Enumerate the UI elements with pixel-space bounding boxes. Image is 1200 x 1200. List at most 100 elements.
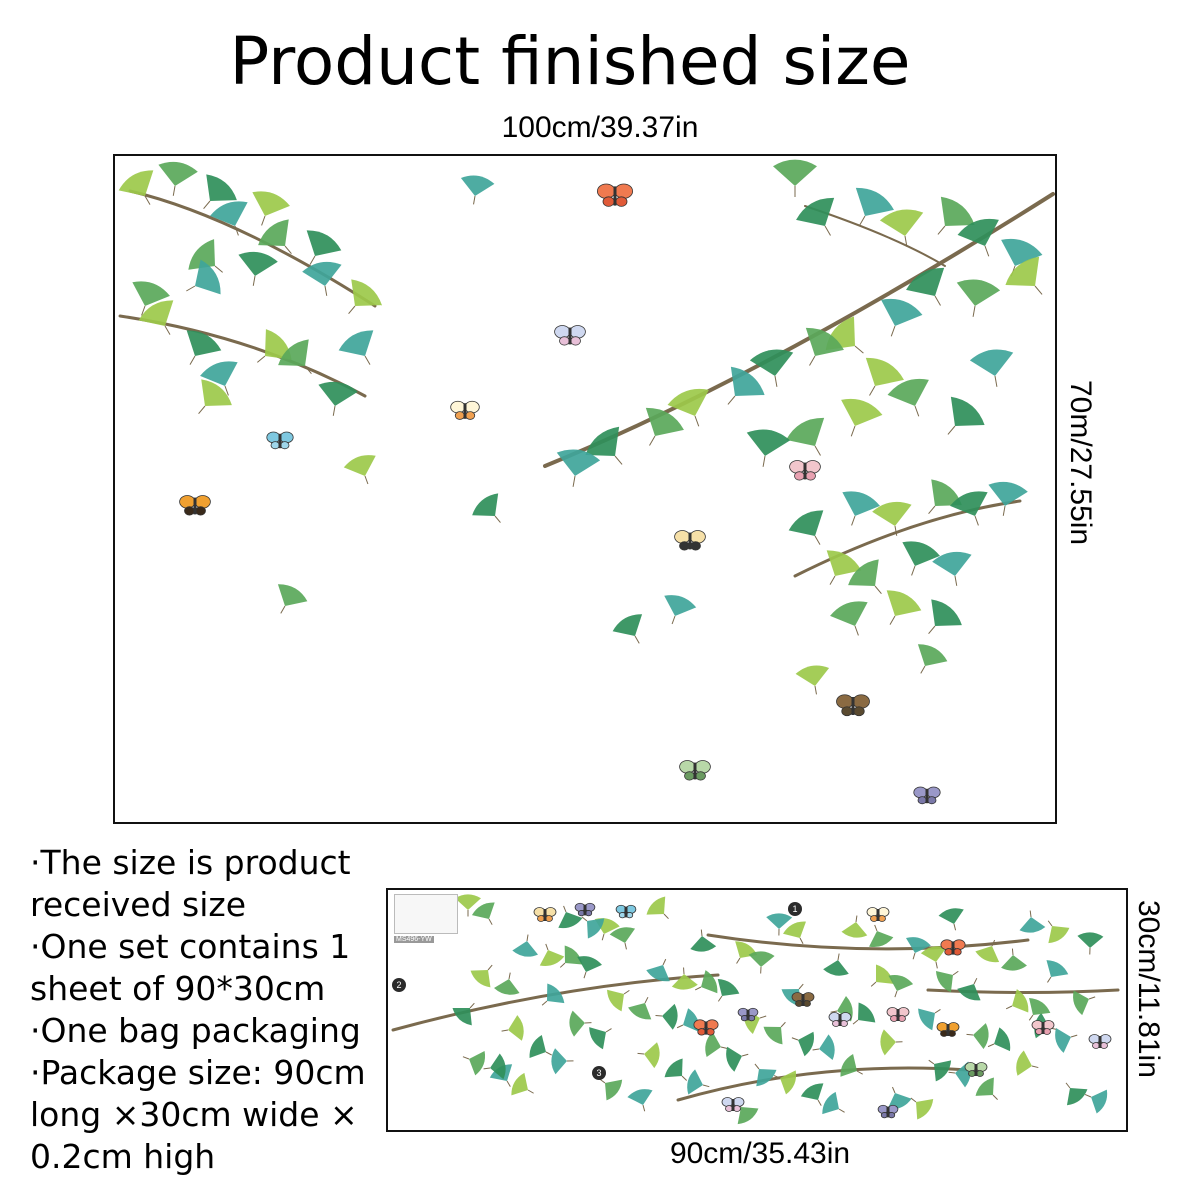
ginkgo-leaf: [852, 1002, 876, 1025]
ginkgo-leaf: [746, 429, 791, 467]
branch: [676, 1066, 970, 1102]
ginkgo-leaf: [826, 550, 862, 585]
ginkgo-leaf: [1065, 1082, 1088, 1106]
ginkgo-leaf: [628, 996, 652, 1020]
ginkgo-leaf: [494, 972, 520, 995]
ginkgo-leaf: [763, 1021, 786, 1045]
ginkgo-leaf: [690, 929, 717, 952]
part-marker-2: 2: [392, 978, 406, 992]
butterfly-icon: [615, 904, 637, 919]
ginkgo-leaf: [886, 590, 922, 625]
ginkgo-leaf: [132, 281, 170, 316]
sheet-height-label: 30cm/11.81in: [1132, 900, 1165, 1078]
ginkgo-leaf: [348, 279, 382, 314]
ginkgo-leaf: [910, 1097, 934, 1120]
sticker-sheet-frame: MS496-YW 1 2 3: [386, 888, 1128, 1132]
ginkgo-leaf: [935, 970, 959, 993]
ginkgo-leaf: [726, 1046, 749, 1072]
ginkgo-leaf: [511, 1072, 534, 1096]
ginkgo-leaf: [278, 339, 312, 374]
butterfly-icon: [1031, 1020, 1055, 1035]
ginkgo-leaf: [975, 1077, 998, 1100]
ginkgo-leaf: [766, 913, 793, 936]
butterfly-icon: [596, 183, 634, 207]
ginkgo-leaf: [512, 934, 539, 957]
ginkgo-leaf: [470, 964, 493, 988]
ginkgo-leaf: [472, 493, 501, 523]
ginkgo-leaf: [539, 943, 565, 966]
ginkgo-leaf: [773, 159, 817, 197]
butterfly-icon: [533, 907, 557, 922]
ginkgo-leaf: [210, 201, 248, 236]
ginkgo-leaf: [569, 1010, 592, 1037]
ginkgo-leaf: [655, 1003, 678, 1030]
ginkgo-leaf: [258, 219, 292, 254]
ginkgo-leaf: [796, 197, 835, 236]
ginkgo-leaf: [881, 298, 923, 337]
ginkgo-leaf: [645, 407, 684, 446]
ginkgo-leaf: [805, 327, 844, 366]
butterfly-icon: [964, 1062, 988, 1077]
product-width-label: 100cm/39.37in: [501, 111, 699, 144]
branch: [793, 499, 1022, 578]
ginkgo-leaf: [830, 601, 868, 636]
sheet-code: MS496-YW: [394, 936, 434, 943]
butterfly-icon: [179, 495, 211, 516]
ginkgo-leaf: [917, 644, 948, 674]
butterfly-icon: [913, 786, 941, 805]
ginkgo-leaf: [937, 196, 975, 235]
ginkgo-leaf: [306, 230, 342, 265]
butterfly-icon: [737, 1007, 759, 1022]
butterfly-icon: [693, 1019, 719, 1036]
ginkgo-leaf: [705, 1031, 728, 1058]
ginkgo-leaf: [879, 209, 924, 247]
part-marker-1: 1: [788, 902, 802, 916]
ginkgo-leaf: [969, 349, 1014, 387]
ginkgo-leaf: [1047, 920, 1070, 944]
butterfly-icon: [450, 400, 480, 420]
ginkgo-leaf: [880, 1029, 903, 1056]
ginkgo-leaf: [200, 361, 238, 396]
branch: [926, 988, 1120, 994]
ginkgo-leaf: [1028, 997, 1051, 1021]
ginkgo-leaf: [823, 953, 849, 976]
ginkgo-leaf: [238, 251, 278, 286]
ginkgo-leaf: [938, 908, 964, 931]
ginkgo-leaf: [257, 329, 292, 363]
ginkgo-leaf: [956, 279, 1001, 317]
ginkgo-leaf: [966, 1023, 989, 1049]
ginkgo-leaf: [783, 921, 806, 944]
ginkgo-leaf: [1077, 932, 1104, 955]
ginkgo-leaf: [188, 239, 223, 273]
ginkgo-leaf: [950, 491, 988, 526]
ginkgo-leaf: [558, 905, 583, 929]
ginkgo-leaf: [186, 259, 221, 295]
ginkgo-leaf: [118, 170, 154, 205]
ginkgo-leaf: [338, 330, 374, 365]
ginkgo-leaf: [671, 967, 698, 990]
ginkgo-leaf: [920, 946, 947, 969]
ginkgo-leaf: [842, 491, 880, 526]
ginkgo-leaf: [822, 1091, 845, 1115]
product-info-list: ·The size is product received size ·One …: [30, 842, 380, 1178]
info-line: received size: [30, 885, 247, 924]
branch: [128, 189, 377, 308]
info-line: sheet of 90*30cm: [30, 969, 326, 1008]
ginkgo-leaf: [158, 161, 198, 196]
ginkgo-leaf: [664, 1058, 688, 1081]
ginkgo-leaf: [460, 175, 495, 205]
page-title: Product finished size: [229, 23, 911, 100]
ginkgo-leaf: [664, 595, 697, 625]
ginkgo-leaf: [462, 1051, 486, 1076]
butterfly-icon: [828, 1012, 852, 1027]
ginkgo-leaf: [1073, 990, 1096, 1016]
ginkgo-leaf: [902, 541, 940, 576]
info-line: ·The size is product: [30, 843, 351, 882]
butterfly-icon: [1088, 1034, 1112, 1049]
ginkgo-leaf: [727, 366, 765, 405]
ginkgo-leaf: [483, 1053, 506, 1080]
ginkgo-leaf: [848, 559, 882, 594]
ginkgo-leaf: [302, 261, 342, 296]
ginkgo-leaf: [455, 894, 481, 917]
ginkgo-leaf: [551, 1048, 574, 1075]
